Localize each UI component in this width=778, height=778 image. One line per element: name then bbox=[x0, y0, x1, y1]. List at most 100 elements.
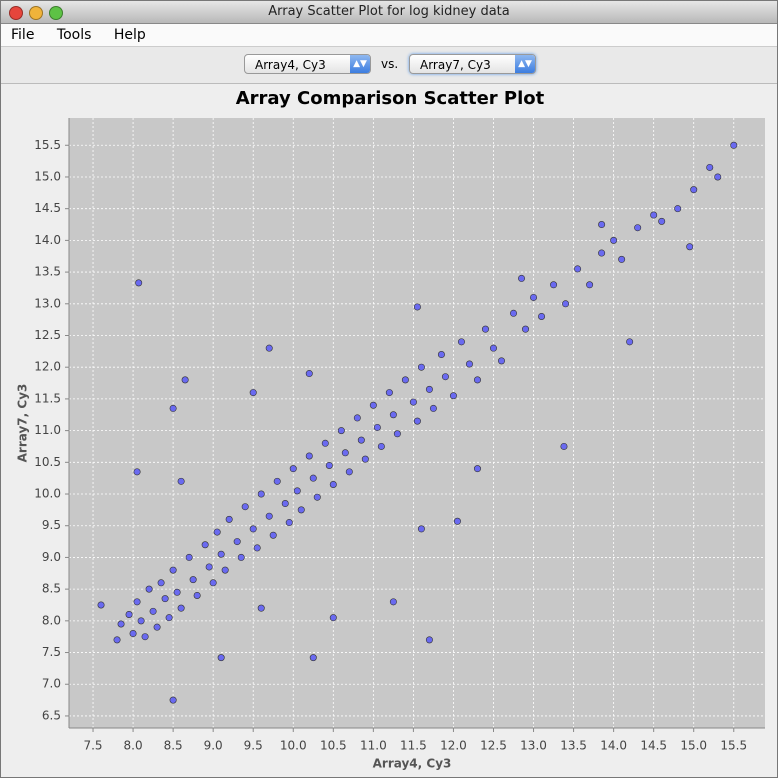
x-array-select[interactable]: Array4, Cy3▲▼ bbox=[244, 54, 371, 74]
y-tick-label: 13.5 bbox=[34, 265, 61, 279]
data-point bbox=[574, 266, 580, 272]
data-point bbox=[258, 491, 264, 497]
data-point bbox=[130, 630, 136, 636]
data-point bbox=[266, 513, 272, 519]
x-tick-label: 9.5 bbox=[244, 739, 263, 753]
data-point bbox=[598, 250, 604, 256]
data-point bbox=[358, 437, 364, 443]
data-point bbox=[342, 450, 348, 456]
data-point bbox=[438, 351, 444, 357]
data-point bbox=[510, 310, 516, 316]
data-point bbox=[430, 405, 436, 411]
data-point bbox=[166, 614, 172, 620]
data-point bbox=[178, 478, 184, 484]
data-point bbox=[530, 294, 536, 300]
app-window: Array Scatter Plot for log kidney data F… bbox=[0, 0, 778, 778]
menu-bar: File Tools Help bbox=[1, 24, 777, 47]
data-point bbox=[238, 554, 244, 560]
y-tick-label: 13.0 bbox=[34, 296, 61, 310]
data-point bbox=[691, 186, 697, 192]
data-point bbox=[218, 654, 224, 660]
data-point bbox=[174, 589, 180, 595]
x-tick-label: 15.5 bbox=[720, 739, 747, 753]
data-point bbox=[294, 488, 300, 494]
y-tick-label: 14.0 bbox=[34, 233, 61, 247]
y-tick-label: 11.0 bbox=[34, 423, 61, 437]
data-point bbox=[326, 462, 332, 468]
data-point bbox=[410, 399, 416, 405]
data-point bbox=[118, 621, 124, 627]
x-tick-label: 14.5 bbox=[640, 739, 667, 753]
menu-item[interactable]: File bbox=[11, 27, 34, 43]
data-point bbox=[626, 339, 632, 345]
data-point bbox=[298, 507, 304, 513]
select-value: Array7, Cy3 bbox=[420, 58, 491, 72]
y-tick-label: 12.5 bbox=[34, 328, 61, 342]
data-point bbox=[490, 345, 496, 351]
data-point bbox=[134, 599, 140, 605]
y-tick-label: 8.5 bbox=[42, 582, 61, 596]
data-point bbox=[266, 345, 272, 351]
zoom-button[interactable] bbox=[49, 6, 63, 20]
data-point bbox=[290, 465, 296, 471]
x-tick-label: 9.0 bbox=[204, 739, 223, 753]
data-point bbox=[135, 280, 141, 286]
data-point bbox=[402, 377, 408, 383]
data-point bbox=[362, 456, 368, 462]
data-point bbox=[250, 389, 256, 395]
data-point bbox=[154, 624, 160, 630]
data-point bbox=[658, 218, 664, 224]
data-point bbox=[306, 453, 312, 459]
y-tick-label: 7.5 bbox=[42, 645, 61, 659]
data-point bbox=[330, 614, 336, 620]
data-point bbox=[114, 637, 120, 643]
x-tick-label: 10.0 bbox=[280, 739, 307, 753]
data-point bbox=[346, 469, 352, 475]
data-point bbox=[450, 393, 456, 399]
data-point bbox=[146, 586, 152, 592]
data-point bbox=[610, 237, 616, 243]
toolbar: Array4, Cy3▲▼ vs. Array7, Cy3▲▼ bbox=[1, 47, 777, 84]
data-point bbox=[418, 364, 424, 370]
data-point bbox=[550, 282, 556, 288]
data-point bbox=[322, 440, 328, 446]
y-tick-label: 15.0 bbox=[34, 169, 61, 183]
data-point bbox=[634, 224, 640, 230]
minimize-button[interactable] bbox=[29, 6, 43, 20]
x-tick-label: 11.5 bbox=[400, 739, 427, 753]
data-point bbox=[150, 608, 156, 614]
data-point bbox=[354, 415, 360, 421]
data-point bbox=[274, 478, 280, 484]
data-point bbox=[126, 611, 132, 617]
data-point bbox=[242, 504, 248, 510]
data-point bbox=[482, 326, 488, 332]
data-point bbox=[330, 481, 336, 487]
x-tick-label: 13.0 bbox=[520, 739, 547, 753]
data-point bbox=[426, 386, 432, 392]
data-point bbox=[258, 605, 264, 611]
data-point bbox=[158, 580, 164, 586]
data-point bbox=[687, 244, 693, 250]
data-point bbox=[562, 301, 568, 307]
data-point bbox=[426, 637, 432, 643]
x-tick-label: 12.0 bbox=[440, 739, 467, 753]
data-point bbox=[286, 519, 292, 525]
x-tick-label: 7.5 bbox=[83, 739, 102, 753]
menu-item[interactable]: Tools bbox=[57, 27, 92, 43]
y-tick-label: 10.5 bbox=[34, 455, 61, 469]
data-point bbox=[390, 412, 396, 418]
close-button[interactable] bbox=[9, 6, 23, 20]
y-array-select[interactable]: Array7, Cy3▲▼ bbox=[409, 54, 536, 74]
window-title: Array Scatter Plot for log kidney data bbox=[268, 4, 510, 19]
data-point bbox=[386, 389, 392, 395]
x-tick-label: 11.0 bbox=[360, 739, 387, 753]
data-point bbox=[650, 212, 656, 218]
menu-item[interactable]: Help bbox=[114, 27, 146, 43]
data-point bbox=[394, 431, 400, 437]
data-point bbox=[474, 377, 480, 383]
data-point bbox=[314, 494, 320, 500]
data-point bbox=[282, 500, 288, 506]
data-point bbox=[338, 427, 344, 433]
data-point bbox=[538, 313, 544, 319]
x-tick-label: 12.5 bbox=[480, 739, 507, 753]
